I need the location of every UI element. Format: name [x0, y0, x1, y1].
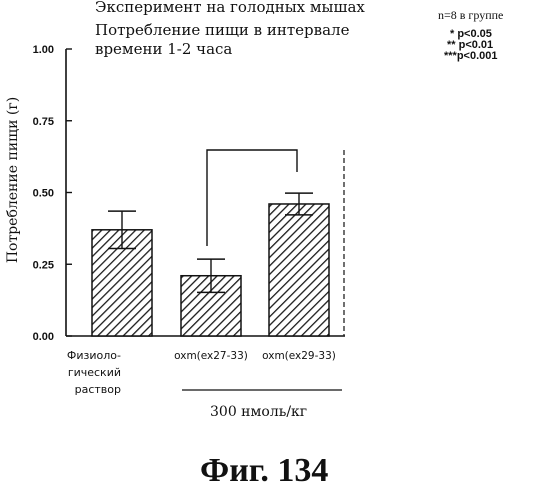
x-category-label: oxm(ex27-33): [174, 350, 248, 362]
y-tick-label: 0.75: [33, 116, 54, 128]
figure-number: Фиг. 134: [200, 452, 328, 490]
bar: [269, 204, 329, 336]
y-tick-label: 0.25: [33, 259, 54, 271]
dose-group-label: 300 нмоль/кг: [210, 404, 307, 420]
y-tick-label: 0.00: [33, 331, 54, 343]
x-category-label: гический: [68, 366, 121, 379]
y-tick-label: 0.50: [33, 188, 54, 200]
x-category-label: oxm(ex29-33): [262, 350, 336, 362]
x-category-label: раствор: [75, 383, 121, 396]
x-category-label: Физиоло-: [67, 349, 121, 362]
y-tick-label: 1.00: [33, 44, 54, 56]
bars-layer: [92, 193, 329, 336]
